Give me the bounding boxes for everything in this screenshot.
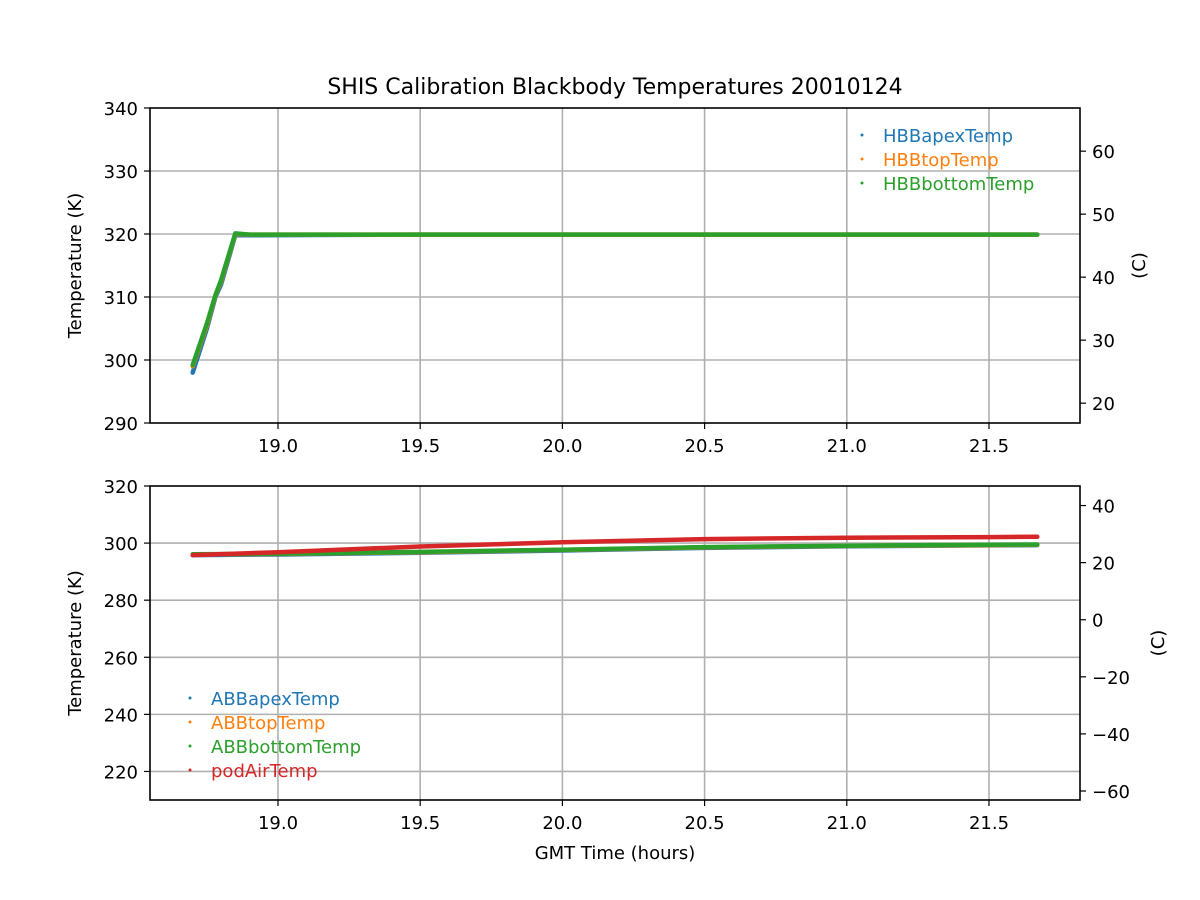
data-point — [276, 550, 280, 554]
plot-frame — [149, 485, 1081, 801]
legend-entry: HBBapexTemp — [883, 126, 1013, 147]
x-tick-label: 21.0 — [827, 813, 867, 834]
y-tick-label: 220 — [104, 762, 138, 783]
y-right-axis-label: (C) — [1129, 252, 1150, 279]
legend-marker — [860, 157, 864, 161]
data-point — [987, 543, 991, 547]
y-right-tick-label: 20 — [1092, 554, 1115, 575]
y-right-tick-label: −20 — [1092, 668, 1130, 689]
legend-entry: podAirTemp — [211, 761, 318, 782]
legend-entry: ABBapexTemp — [211, 689, 340, 710]
y-right-tick-label: 60 — [1092, 142, 1115, 163]
data-point — [987, 233, 991, 237]
data-point — [560, 233, 564, 237]
bottom-panel: 19.0 19.5 20.0 20.5 21.0 21.5 220 240 260 280 300 3… — [65, 477, 1169, 834]
data-point — [845, 544, 849, 548]
y-right-tick-label: −60 — [1092, 782, 1130, 803]
top-panel: 19.0 19.5 20.0 20.5 21.0 21.5 290 300 310 320 330 3… — [65, 99, 1150, 457]
y-right-tick-label: 40 — [1092, 497, 1115, 518]
data-point — [418, 233, 422, 237]
y-right-tick-label: 0 — [1092, 611, 1103, 632]
data-point — [703, 545, 707, 549]
legend-entry: HBBtopTemp — [883, 150, 999, 171]
legend-entry: ABBbottomTemp — [211, 737, 361, 758]
x-tick-label: 19.0 — [258, 436, 298, 457]
data-point — [418, 545, 422, 549]
data-point — [845, 536, 849, 540]
data-point — [1035, 535, 1039, 539]
chart-title: SHIS Calibration Blackbody Temperatures … — [327, 75, 902, 100]
data-point — [191, 553, 195, 557]
y-tick-label: 280 — [104, 591, 138, 612]
legend-marker — [860, 181, 864, 185]
data-point — [191, 371, 195, 375]
data-point — [845, 233, 849, 237]
data-point — [1035, 543, 1039, 547]
x-axis-label: GMT Time (hours) — [535, 843, 696, 864]
y-tick-label: 340 — [104, 99, 138, 120]
y-tick-label: 320 — [104, 477, 138, 498]
legend-marker — [188, 744, 192, 748]
data-point — [418, 550, 422, 554]
legend-entry: ABBtopTemp — [211, 713, 325, 734]
data-point — [560, 548, 564, 552]
data-point — [213, 293, 217, 297]
series-HBBtopTemp — [190, 231, 1040, 369]
data-point — [248, 233, 252, 237]
y-right-axis-label: (C) — [1148, 630, 1169, 657]
data-point — [191, 363, 195, 367]
y-axis-label: Temperature (K) — [65, 193, 86, 340]
x-tick-label: 19.5 — [400, 436, 440, 457]
plot-frame — [149, 107, 1081, 424]
data-point — [1035, 233, 1039, 237]
series-HBBapexTemp — [190, 232, 1040, 375]
x-tick-label: 21.5 — [969, 813, 1009, 834]
y-tick-label: 290 — [104, 414, 138, 435]
y-right-tick-label: −40 — [1092, 725, 1130, 746]
data-point — [703, 233, 707, 237]
y-right-tick-label: 20 — [1092, 394, 1115, 415]
legend-entry: HBBbottomTemp — [883, 174, 1034, 195]
y-right-tick-label: 30 — [1092, 331, 1115, 352]
data-point — [987, 535, 991, 539]
y-tick-label: 330 — [104, 162, 138, 183]
data-point — [233, 231, 237, 235]
series-podAirTemp — [190, 534, 1040, 558]
y-tick-label: 320 — [104, 225, 138, 246]
y-tick-label: 260 — [104, 648, 138, 669]
data-point — [219, 278, 223, 282]
legend-marker — [188, 768, 192, 772]
y-axis-label: Temperature (K) — [65, 570, 86, 717]
y-right-tick-label: 40 — [1092, 268, 1115, 289]
y-tick-label: 240 — [104, 705, 138, 726]
x-tick-label: 20.5 — [685, 436, 725, 457]
series-HBBbottomTemp — [190, 231, 1040, 368]
y-tick-label: 300 — [104, 351, 138, 372]
x-tick-label: 20.0 — [542, 813, 582, 834]
y-tick-label: 310 — [104, 288, 138, 309]
legend-marker — [860, 133, 864, 137]
data-point — [703, 537, 707, 541]
x-tick-label: 21.0 — [827, 436, 867, 457]
x-tick-label: 19.5 — [400, 813, 440, 834]
legend-marker — [188, 720, 192, 724]
x-tick-label: 20.0 — [542, 436, 582, 457]
y-right-tick-label: 50 — [1092, 205, 1115, 226]
x-tick-label: 19.0 — [258, 813, 298, 834]
data-point — [560, 540, 564, 544]
y-tick-label: 300 — [104, 534, 138, 555]
data-point — [205, 321, 209, 325]
x-tick-label: 20.5 — [685, 813, 725, 834]
x-tick-label: 21.5 — [969, 436, 1009, 457]
legend-marker — [188, 696, 192, 700]
